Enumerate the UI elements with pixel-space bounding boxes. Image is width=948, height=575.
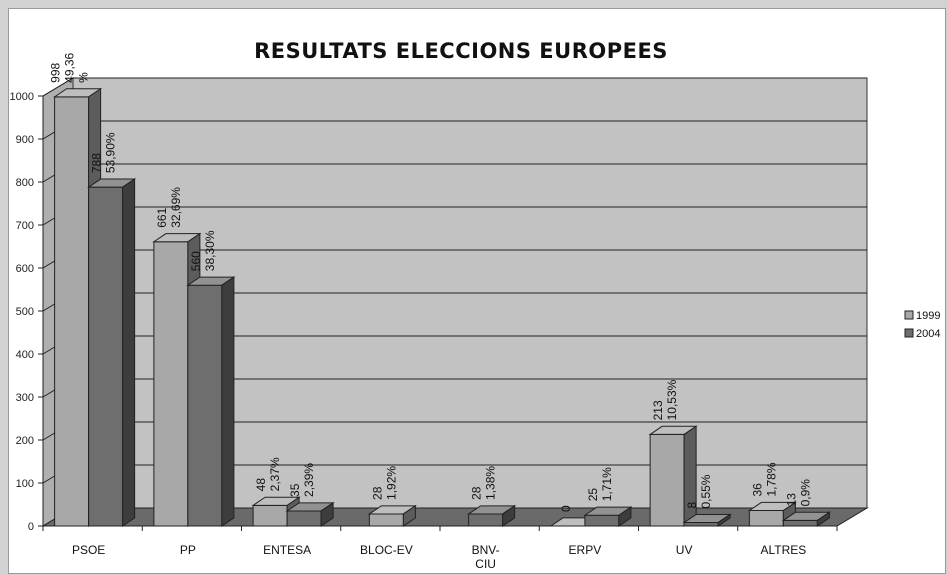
bar-2004-altres-side <box>816 511 830 527</box>
bar-2004-psoe <box>88 186 124 527</box>
x-tick-label: BLOC-EV <box>360 543 413 557</box>
bar-2004-erpv-side <box>618 506 632 527</box>
bar-2004-bnv-ciu-side <box>502 504 516 527</box>
data-label: 560 <box>189 251 203 271</box>
bar-2004-pp-side <box>221 276 235 527</box>
y-tick-label: 0 <box>28 521 34 533</box>
bar-2004-altres <box>782 519 818 527</box>
chart-frame: 0 100 200 300 400 500 600 700 800 900 1000 998 49,3… <box>8 8 946 574</box>
y-tick-label: 700 <box>16 220 34 232</box>
data-label: 1,71% <box>600 467 614 501</box>
data-label: 0,9% <box>798 479 812 507</box>
y-tick-label: 900 <box>16 134 34 146</box>
x-axis-labels: PSOE PP ENTESA BLOC-EV BNV-CIU ERPV UV ALTRES <box>72 543 806 571</box>
data-label: 36 <box>750 483 764 497</box>
data-label: 661 <box>155 207 169 227</box>
data-label: 38,30% <box>203 230 217 271</box>
bar-1999-pp <box>153 241 189 527</box>
data-label: 48 <box>254 478 268 492</box>
y-tick-label: 300 <box>16 392 34 404</box>
legend-swatch-2004 <box>904 328 914 338</box>
y-tick-label: 100 <box>16 478 34 490</box>
y-tick-label: 800 <box>16 177 34 189</box>
bar-2004-entesa <box>286 510 322 527</box>
data-label: 28 <box>470 486 484 500</box>
bars <box>52 87 832 527</box>
data-label: 213 <box>651 400 665 420</box>
x-tick-label: ERPV <box>569 543 602 557</box>
bar-2004-psoe-side <box>122 178 136 527</box>
x-tick-label: PSOE <box>72 543 105 557</box>
data-label: 53,90% <box>104 132 118 173</box>
x-tick-label: BNV- <box>472 543 500 557</box>
x-tick-label: UV <box>676 543 693 557</box>
data-label: 10,53% <box>665 379 679 420</box>
data-label: 0 <box>559 505 573 512</box>
bar-1999-bloc-ev-side <box>402 504 416 527</box>
data-label: 25 <box>586 488 600 502</box>
x-tick-label: PP <box>180 543 196 557</box>
bar-2004-pp <box>187 284 223 527</box>
data-label: 998 <box>49 63 63 83</box>
legend-label-1999: 1999 <box>916 310 940 322</box>
data-label: 32,69% <box>169 187 183 228</box>
data-label: 1,78% <box>764 462 778 496</box>
chart-title: RESULTATS ELECCIONS EUROPEES <box>254 39 668 63</box>
bar-1999-entesa <box>252 504 288 527</box>
data-label: 2,37% <box>268 457 282 491</box>
bar-2004-entesa-side <box>320 501 334 527</box>
bar-1999-uv <box>649 433 685 527</box>
bar-2004-uv <box>683 522 719 527</box>
data-label: 8 <box>685 502 699 509</box>
y-tick-label: 600 <box>16 263 34 275</box>
bar-1999-bloc-ev <box>368 513 404 527</box>
data-label: 49,36 <box>63 53 77 83</box>
bar-1999-psoe <box>54 96 90 527</box>
bar-1999-altres <box>748 510 784 527</box>
bar-2004-bnv-ciu <box>468 513 504 527</box>
x-tick-label: ALTRES <box>760 543 806 557</box>
data-label: 28 <box>370 486 384 500</box>
gridline-side <box>42 77 74 97</box>
y-tick-label: 400 <box>16 349 34 361</box>
data-label: 2,39% <box>302 463 316 497</box>
data-label: 788 <box>90 153 104 173</box>
data-label: 1,92% <box>384 466 398 500</box>
data-labels: 998 49,36 %788 53,90%661 32,69%560 38,30%48 2,… <box>49 53 813 512</box>
legend: 1999 2004 <box>904 310 940 340</box>
data-label: 35 <box>288 483 302 497</box>
bar-1999-uv-side <box>683 425 697 527</box>
data-label: % <box>77 72 91 83</box>
bar-2004-uv-side <box>717 513 731 527</box>
y-tick-label: 1000 <box>10 91 34 103</box>
data-label: 13 <box>784 493 798 507</box>
legend-swatch-1999 <box>904 310 914 320</box>
y-tick-label: 500 <box>16 306 34 318</box>
data-label: 1,38% <box>484 466 498 500</box>
x-tick-label: CIU <box>475 557 496 571</box>
legend-label-2004: 2004 <box>916 328 940 340</box>
x-tick-label: ENTESA <box>263 543 311 557</box>
y-tick-label: 200 <box>16 435 34 447</box>
bar-chart: 0 100 200 300 400 500 600 700 800 900 1000 998 49,3… <box>10 39 941 571</box>
bar-2004-erpv <box>584 514 620 527</box>
data-label: 0,55% <box>699 474 713 508</box>
